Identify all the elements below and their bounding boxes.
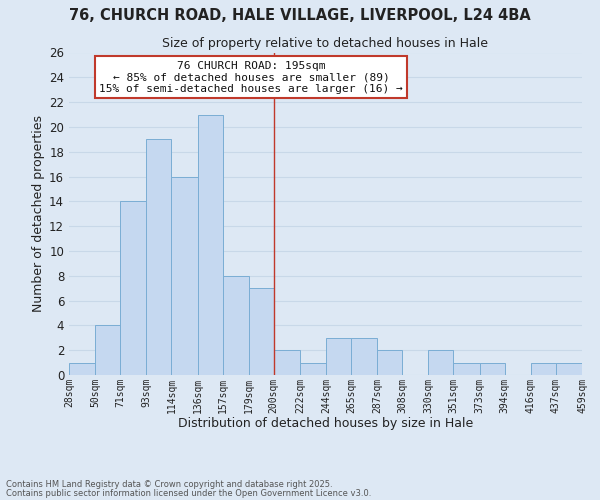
Bar [351,338,377,375]
Bar [249,288,274,375]
Bar [479,362,505,375]
Bar [326,338,351,375]
Bar [146,140,172,375]
Text: Contains public sector information licensed under the Open Government Licence v3: Contains public sector information licen… [6,488,371,498]
Bar [274,350,300,375]
Bar [556,362,582,375]
Bar [120,202,146,375]
Bar [69,362,95,375]
Y-axis label: Number of detached properties: Number of detached properties [32,116,45,312]
Text: Contains HM Land Registry data © Crown copyright and database right 2025.: Contains HM Land Registry data © Crown c… [6,480,332,489]
Bar [172,176,197,375]
Title: Size of property relative to detached houses in Hale: Size of property relative to detached ho… [163,37,488,50]
Bar [377,350,402,375]
Bar [223,276,249,375]
Text: 76, CHURCH ROAD, HALE VILLAGE, LIVERPOOL, L24 4BA: 76, CHURCH ROAD, HALE VILLAGE, LIVERPOOL… [69,8,531,22]
X-axis label: Distribution of detached houses by size in Hale: Distribution of detached houses by size … [178,417,473,430]
Bar [454,362,479,375]
Bar [531,362,556,375]
Bar [428,350,454,375]
Bar [95,326,120,375]
Bar [300,362,326,375]
Bar [197,114,223,375]
Text: 76 CHURCH ROAD: 195sqm
← 85% of detached houses are smaller (89)
15% of semi-det: 76 CHURCH ROAD: 195sqm ← 85% of detached… [99,60,403,94]
